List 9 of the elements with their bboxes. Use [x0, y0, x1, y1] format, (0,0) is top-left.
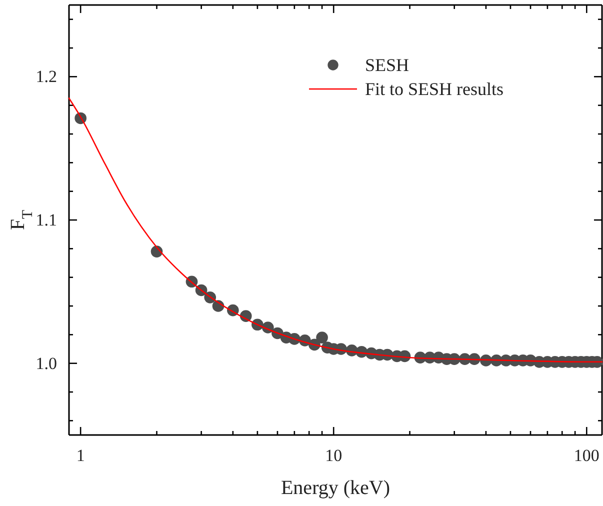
legend-label: SESH [365, 55, 410, 75]
y-tick-label: 1.2 [36, 67, 57, 86]
legend-label: Fit to SESH results [365, 79, 504, 99]
x-tick-label: 1 [76, 446, 85, 466]
x-axis-title: Energy (keV) [280, 477, 390, 499]
y-tick-label: 1.1 [36, 210, 57, 230]
y-tick-label: 1.0 [36, 354, 57, 373]
x-tick-label: 100 [574, 446, 600, 466]
x-tick-label: 10 [325, 446, 342, 466]
